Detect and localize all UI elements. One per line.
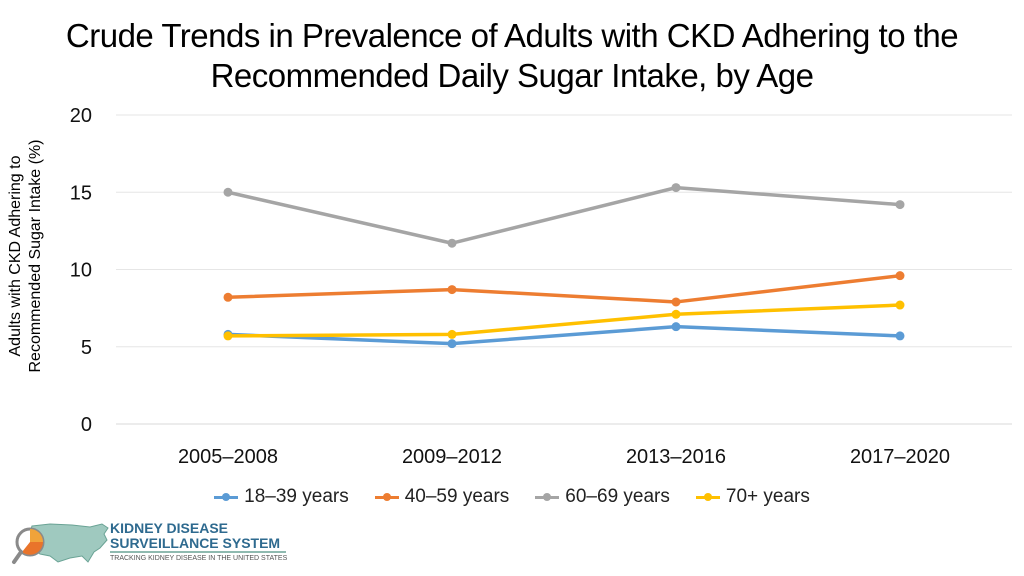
logo-text: KIDNEY DISEASE SURVEILLANCE SYSTEM TRACK…: [110, 521, 287, 564]
y-tick-label: 15: [70, 182, 92, 204]
legend-swatch: [535, 492, 560, 501]
x-tick-label: 2017–2020: [850, 446, 950, 468]
data-point: [895, 300, 905, 310]
data-point: [447, 329, 457, 339]
kdss-logo: [12, 523, 286, 564]
chart-title-line-1: Crude Trends in Prevalence of Adults wit…: [65, 17, 959, 54]
legend: 18–39 years 40–59 years 60–69 years 70+ yea…: [0, 486, 1024, 508]
x-tick-label: 2009–2012: [402, 446, 502, 468]
x-axis-ticks: 2005–2008 2009–2012 2013–2016 2017–2020: [178, 446, 950, 468]
gridlines: [116, 114, 1012, 425]
legend-label: 40–59 years: [404, 486, 510, 507]
legend-item: 18–39 years: [214, 486, 349, 508]
data-point: [447, 238, 457, 248]
series-line: [226, 303, 902, 338]
legend-label: 18–39 years: [244, 486, 349, 507]
series-2: [223, 183, 905, 248]
series-lines: [223, 183, 905, 349]
data-point: [447, 285, 457, 295]
legend-label: 70+ years: [725, 486, 810, 507]
legend-swatch: [214, 492, 239, 501]
legend-label: 60–69 years: [565, 486, 670, 507]
data-point: [895, 271, 905, 281]
y-tick-label: 0: [81, 414, 92, 436]
legend-item: 70+ years: [695, 486, 810, 508]
logo-line-2: SURVEILLANCE SYSTEM: [110, 535, 281, 551]
data-point: [671, 322, 681, 332]
data-point: [223, 331, 233, 341]
series-line: [226, 324, 902, 346]
legend-item: 60–69 years: [535, 486, 670, 508]
logo-line-3: TRACKING KIDNEY DISEASE IN THE UNITED ST…: [110, 555, 288, 562]
legend-item: 40–59 years: [374, 486, 510, 508]
legend-swatch: [374, 492, 399, 501]
x-tick-label: 2005–2008: [178, 446, 278, 468]
series-3: [223, 300, 905, 341]
data-point: [447, 339, 457, 349]
y-tick-label: 10: [70, 260, 92, 282]
series-line: [226, 185, 902, 245]
logo-line-1: KIDNEY DISEASE: [110, 520, 228, 536]
x-tick-label: 2013–2016: [626, 446, 726, 468]
data-point: [671, 297, 681, 307]
data-point: [671, 309, 681, 319]
data-point: [223, 292, 233, 302]
data-point: [895, 200, 905, 210]
y-axis-ticks: 0 5 10 15 20: [70, 105, 92, 436]
y-tick-label: 5: [81, 337, 92, 359]
data-point: [223, 187, 233, 197]
data-point: [895, 331, 905, 341]
chart-title-line-2: Recommended Daily Sugar Intake, by Age: [210, 57, 814, 94]
y-tick-label: 20: [70, 105, 92, 127]
us-map-icon: [27, 523, 109, 563]
chart-title: Crude Trends in Prevalence of Adults wit…: [0, 16, 1024, 96]
legend-swatch: [695, 492, 720, 501]
series-line: [226, 273, 902, 304]
series-1: [223, 271, 905, 307]
data-point: [671, 183, 681, 193]
